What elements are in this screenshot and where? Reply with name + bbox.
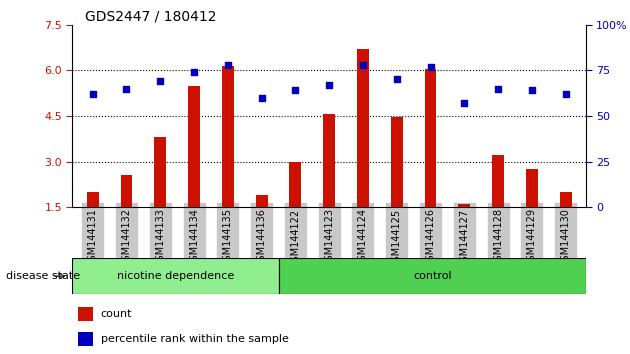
Bar [357, 49, 369, 207]
Bar [391, 118, 403, 207]
Text: count: count [101, 309, 132, 319]
Text: GDS2447 / 180412: GDS2447 / 180412 [85, 10, 217, 24]
Bar [323, 114, 335, 207]
Point [425, 64, 435, 69]
Point [493, 86, 503, 91]
FancyBboxPatch shape [72, 258, 278, 294]
Point [189, 69, 199, 75]
Bar [154, 137, 166, 207]
Point [155, 79, 165, 84]
Bar [289, 161, 301, 207]
Point [527, 87, 537, 93]
Bar [87, 192, 99, 207]
FancyBboxPatch shape [278, 258, 586, 294]
Point [358, 62, 368, 68]
Bar [256, 195, 268, 207]
Point [459, 100, 469, 106]
Text: percentile rank within the sample: percentile rank within the sample [101, 333, 289, 344]
Point [290, 87, 301, 93]
Bar [120, 175, 132, 207]
Bar [559, 192, 571, 207]
Text: nicotine dependence: nicotine dependence [117, 271, 234, 281]
Point [324, 82, 334, 88]
Bar [459, 204, 470, 207]
Bar [425, 69, 437, 207]
Bar [77, 307, 93, 321]
Bar [77, 332, 93, 346]
Text: disease state: disease state [6, 271, 81, 281]
Bar [526, 169, 538, 207]
Point [88, 91, 98, 97]
Bar [188, 86, 200, 207]
Point [122, 86, 132, 91]
Point [223, 62, 233, 68]
Bar [492, 155, 504, 207]
Bar [222, 66, 234, 207]
Point [392, 77, 402, 82]
Point [561, 91, 571, 97]
Point [256, 95, 266, 101]
Text: control: control [413, 271, 452, 281]
